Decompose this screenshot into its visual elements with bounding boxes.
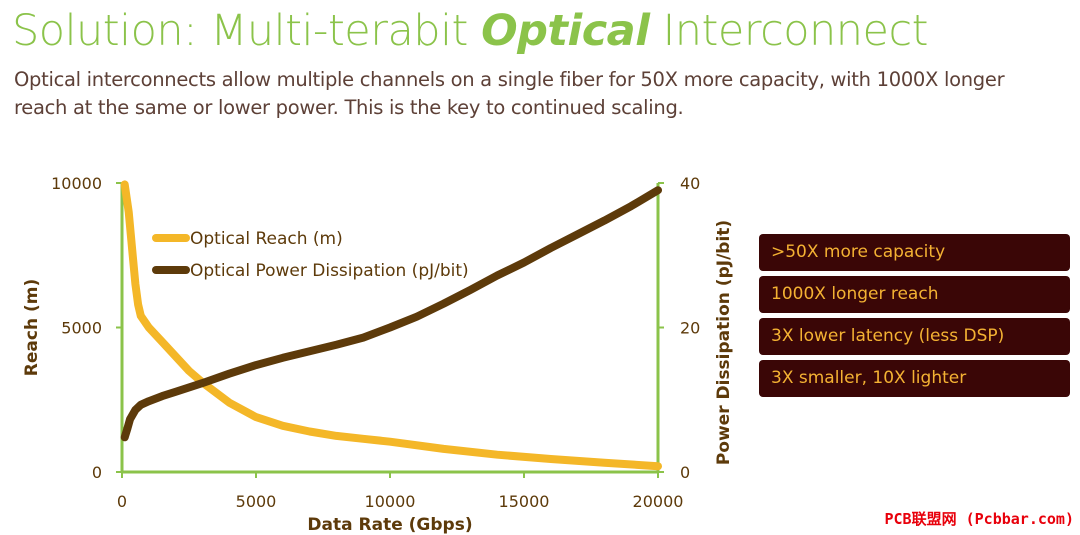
y-axis-left-title: Reach (m) <box>22 279 42 376</box>
callout-capacity: >50X more capacity <box>759 234 1070 271</box>
source-watermark: PCB联盟网 (Pcbbar.com) <box>884 510 1075 528</box>
y-left-tick-label: 10000 <box>51 174 102 193</box>
series-layer <box>120 180 662 471</box>
callout-latency: 3X lower latency (less DSP) <box>759 318 1070 355</box>
chart-legend: Optical Reach (m) Optical Power Dissipati… <box>152 229 469 281</box>
x-axis-title: Data Rate (Gbps) <box>307 515 472 535</box>
legend-label: Optical Power Dissipation (pJ/bit) <box>190 261 469 281</box>
y-left-tick-label: 0 <box>92 463 102 482</box>
title-accent-word: Optical <box>481 6 650 56</box>
y-axis-right-title: Power Dissipation (pJ/bit) <box>714 220 734 465</box>
series-line-optical-power <box>120 186 662 442</box>
tick-labels: 0 5000 10000 15000 20000 0 5000 10000 0 20 40 <box>51 174 700 511</box>
callout-size-weight: 3X smaller, 10X lighter <box>759 360 1070 397</box>
y-left-tick-label: 5000 <box>61 319 102 338</box>
y-right-tick-label: 0 <box>680 463 690 482</box>
x-tick-label: 15000 <box>499 492 550 511</box>
x-tick-label: 10000 <box>365 492 416 511</box>
slide-subtitle: Optical interconnects allow multiple cha… <box>14 68 1005 119</box>
callout-reach: 1000X longer reach <box>759 276 1070 313</box>
legend-label: Optical Reach (m) <box>190 229 343 249</box>
slide-title: Solution: Multi-terabit Optical Intercon… <box>12 6 929 56</box>
series-line-optical-reach <box>120 180 662 471</box>
reach-power-chart: 0 5000 10000 15000 20000 0 5000 10000 0 20 40 Data… <box>22 174 734 535</box>
y-right-tick-label: 20 <box>680 319 700 338</box>
x-tick-label: 0 <box>117 492 127 511</box>
y-right-tick-label: 40 <box>680 174 700 193</box>
x-tick-label: 20000 <box>633 492 684 511</box>
x-tick-label: 5000 <box>236 492 277 511</box>
benefit-callouts: >50X more capacity 1000X longer reach 3X… <box>759 234 1070 402</box>
